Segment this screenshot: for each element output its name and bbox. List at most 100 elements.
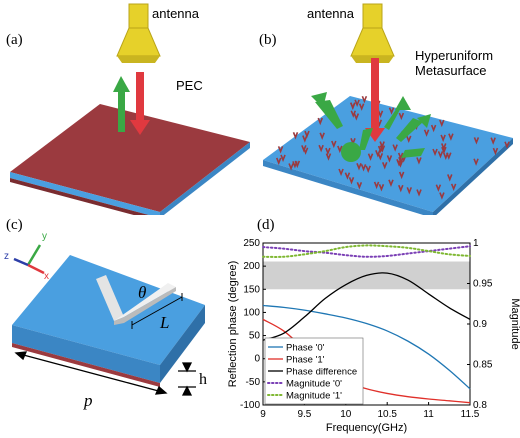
panel-d: (d) 9 9.5 10 10.5 11 11.5 -100 -50 0 50 100 150 200 2… xyxy=(225,215,520,438)
meta-atom xyxy=(450,183,457,192)
antenna-icon xyxy=(350,3,395,63)
meta-atom xyxy=(447,174,453,182)
meta-atom xyxy=(398,184,404,193)
meta-atom xyxy=(319,132,325,141)
meta-atom xyxy=(423,129,430,137)
legend: Phase '0'Phase '1'Phase difference Magnit… xyxy=(264,337,364,405)
panel-c: (c) xyxy=(0,215,225,438)
meta-atom xyxy=(377,110,384,118)
pec-slab xyxy=(10,104,250,215)
L-label: L xyxy=(160,313,170,332)
meta-atom xyxy=(375,150,381,158)
meta-atom xyxy=(350,102,356,110)
y2-tick-label: 0.95 xyxy=(473,279,493,290)
meta-atom xyxy=(392,144,398,152)
meta-atom xyxy=(430,124,437,133)
meta-atom xyxy=(443,152,449,161)
meta-atom xyxy=(337,145,343,154)
meta-atom xyxy=(435,184,442,192)
x-tick-label: 11.5 xyxy=(461,409,480,420)
meta-atom xyxy=(437,151,444,159)
y-tick-label: -100 xyxy=(240,400,260,411)
meta-atom xyxy=(358,103,365,111)
meta-atom xyxy=(381,162,388,170)
meta-atom xyxy=(490,137,496,145)
panel-b-material-line1: Hyperuniform xyxy=(415,48,494,63)
x-axis-label: Frequency(GHz) xyxy=(326,422,407,434)
panel-a-pec-label: PEC xyxy=(176,78,203,93)
meta-atom xyxy=(277,146,284,154)
y2-tick-label: 0.9 xyxy=(473,319,487,330)
meta-atom xyxy=(378,183,385,192)
legend-entry: Magnitude '1' xyxy=(286,391,342,402)
meta-atom xyxy=(441,146,447,155)
meta-atom xyxy=(292,161,298,169)
meta-atom xyxy=(448,133,454,141)
y2-tick-label: 1 xyxy=(473,238,479,249)
legend-entry: Phase '1' xyxy=(286,355,325,366)
p-label: p xyxy=(84,391,93,410)
scattered-arrows xyxy=(311,92,431,162)
panel-a-label: (a) xyxy=(6,32,23,48)
dimension-L xyxy=(131,293,183,329)
unit-cell xyxy=(12,255,205,387)
meta-atom xyxy=(439,192,445,200)
x-tick-label: 10 xyxy=(340,409,352,420)
meta-atom xyxy=(356,162,362,171)
meta-atom xyxy=(388,179,394,187)
meta-atom xyxy=(354,99,360,108)
meta-atom xyxy=(473,158,479,166)
meta-atom xyxy=(504,141,510,149)
panel-d-label: (d) xyxy=(257,217,275,233)
legend-entry: Phase difference xyxy=(286,367,357,378)
phase-magnitude-chart: 9 9.5 10 10.5 11 11.5 -100 -50 0 50 100 150 200 250 0.… xyxy=(227,238,520,434)
meta-atom xyxy=(361,95,368,104)
v-antenna-element xyxy=(96,275,176,325)
panel-a-antenna-label: antenna xyxy=(152,6,199,21)
meta-atom xyxy=(373,181,380,190)
meta-atom xyxy=(280,154,286,163)
y-tick-label: 0 xyxy=(254,354,260,365)
meta-atom xyxy=(388,107,395,115)
meta-atom xyxy=(379,145,386,153)
y2-axis-label: Magnitude xyxy=(509,298,520,349)
meta-atom xyxy=(398,171,405,180)
series-line-0 xyxy=(262,304,471,390)
meta-atom xyxy=(344,172,351,180)
meta-atom xyxy=(338,168,344,177)
meta-atom xyxy=(398,112,405,121)
reflected-arrow xyxy=(113,76,130,132)
legend-entry: Phase '0' xyxy=(286,343,325,354)
meta-atom xyxy=(439,119,445,128)
y-tick-label: 50 xyxy=(249,331,261,342)
meta-atom xyxy=(377,153,384,161)
meta-atom xyxy=(325,153,332,161)
meta-atom xyxy=(360,164,367,172)
meta-atom xyxy=(317,117,323,126)
axis-z-label: z xyxy=(4,251,9,262)
y-tick-label: 100 xyxy=(243,307,260,318)
dimension-p xyxy=(14,351,168,395)
meta-atom xyxy=(288,163,294,171)
dimension-h xyxy=(178,362,196,396)
panel-b-illustration xyxy=(263,3,513,215)
y2-tick-label: 0.85 xyxy=(473,360,493,371)
x-tick-label: 11 xyxy=(423,409,434,420)
meta-atom xyxy=(386,155,393,163)
series-line-4 xyxy=(262,244,471,258)
meta-atom xyxy=(397,160,404,168)
meta-atom xyxy=(440,134,446,143)
axis-y-label: y xyxy=(42,231,47,242)
axis-triad-icon xyxy=(13,244,45,275)
meta-atom xyxy=(356,181,363,190)
meta-atom xyxy=(302,147,309,155)
meta-atom xyxy=(275,157,282,166)
panel-b: (b) antenna Hyperuniform Metasurface xyxy=(255,0,520,215)
x-tick-label: 9 xyxy=(260,409,266,420)
y-tick-label: 200 xyxy=(243,261,260,272)
x-tick-label: 9.5 xyxy=(297,409,311,420)
panel-c-label: (c) xyxy=(6,217,23,233)
meta-atom xyxy=(325,147,331,156)
meta-atom xyxy=(318,144,324,153)
x-tick-label: 10.5 xyxy=(377,409,397,420)
